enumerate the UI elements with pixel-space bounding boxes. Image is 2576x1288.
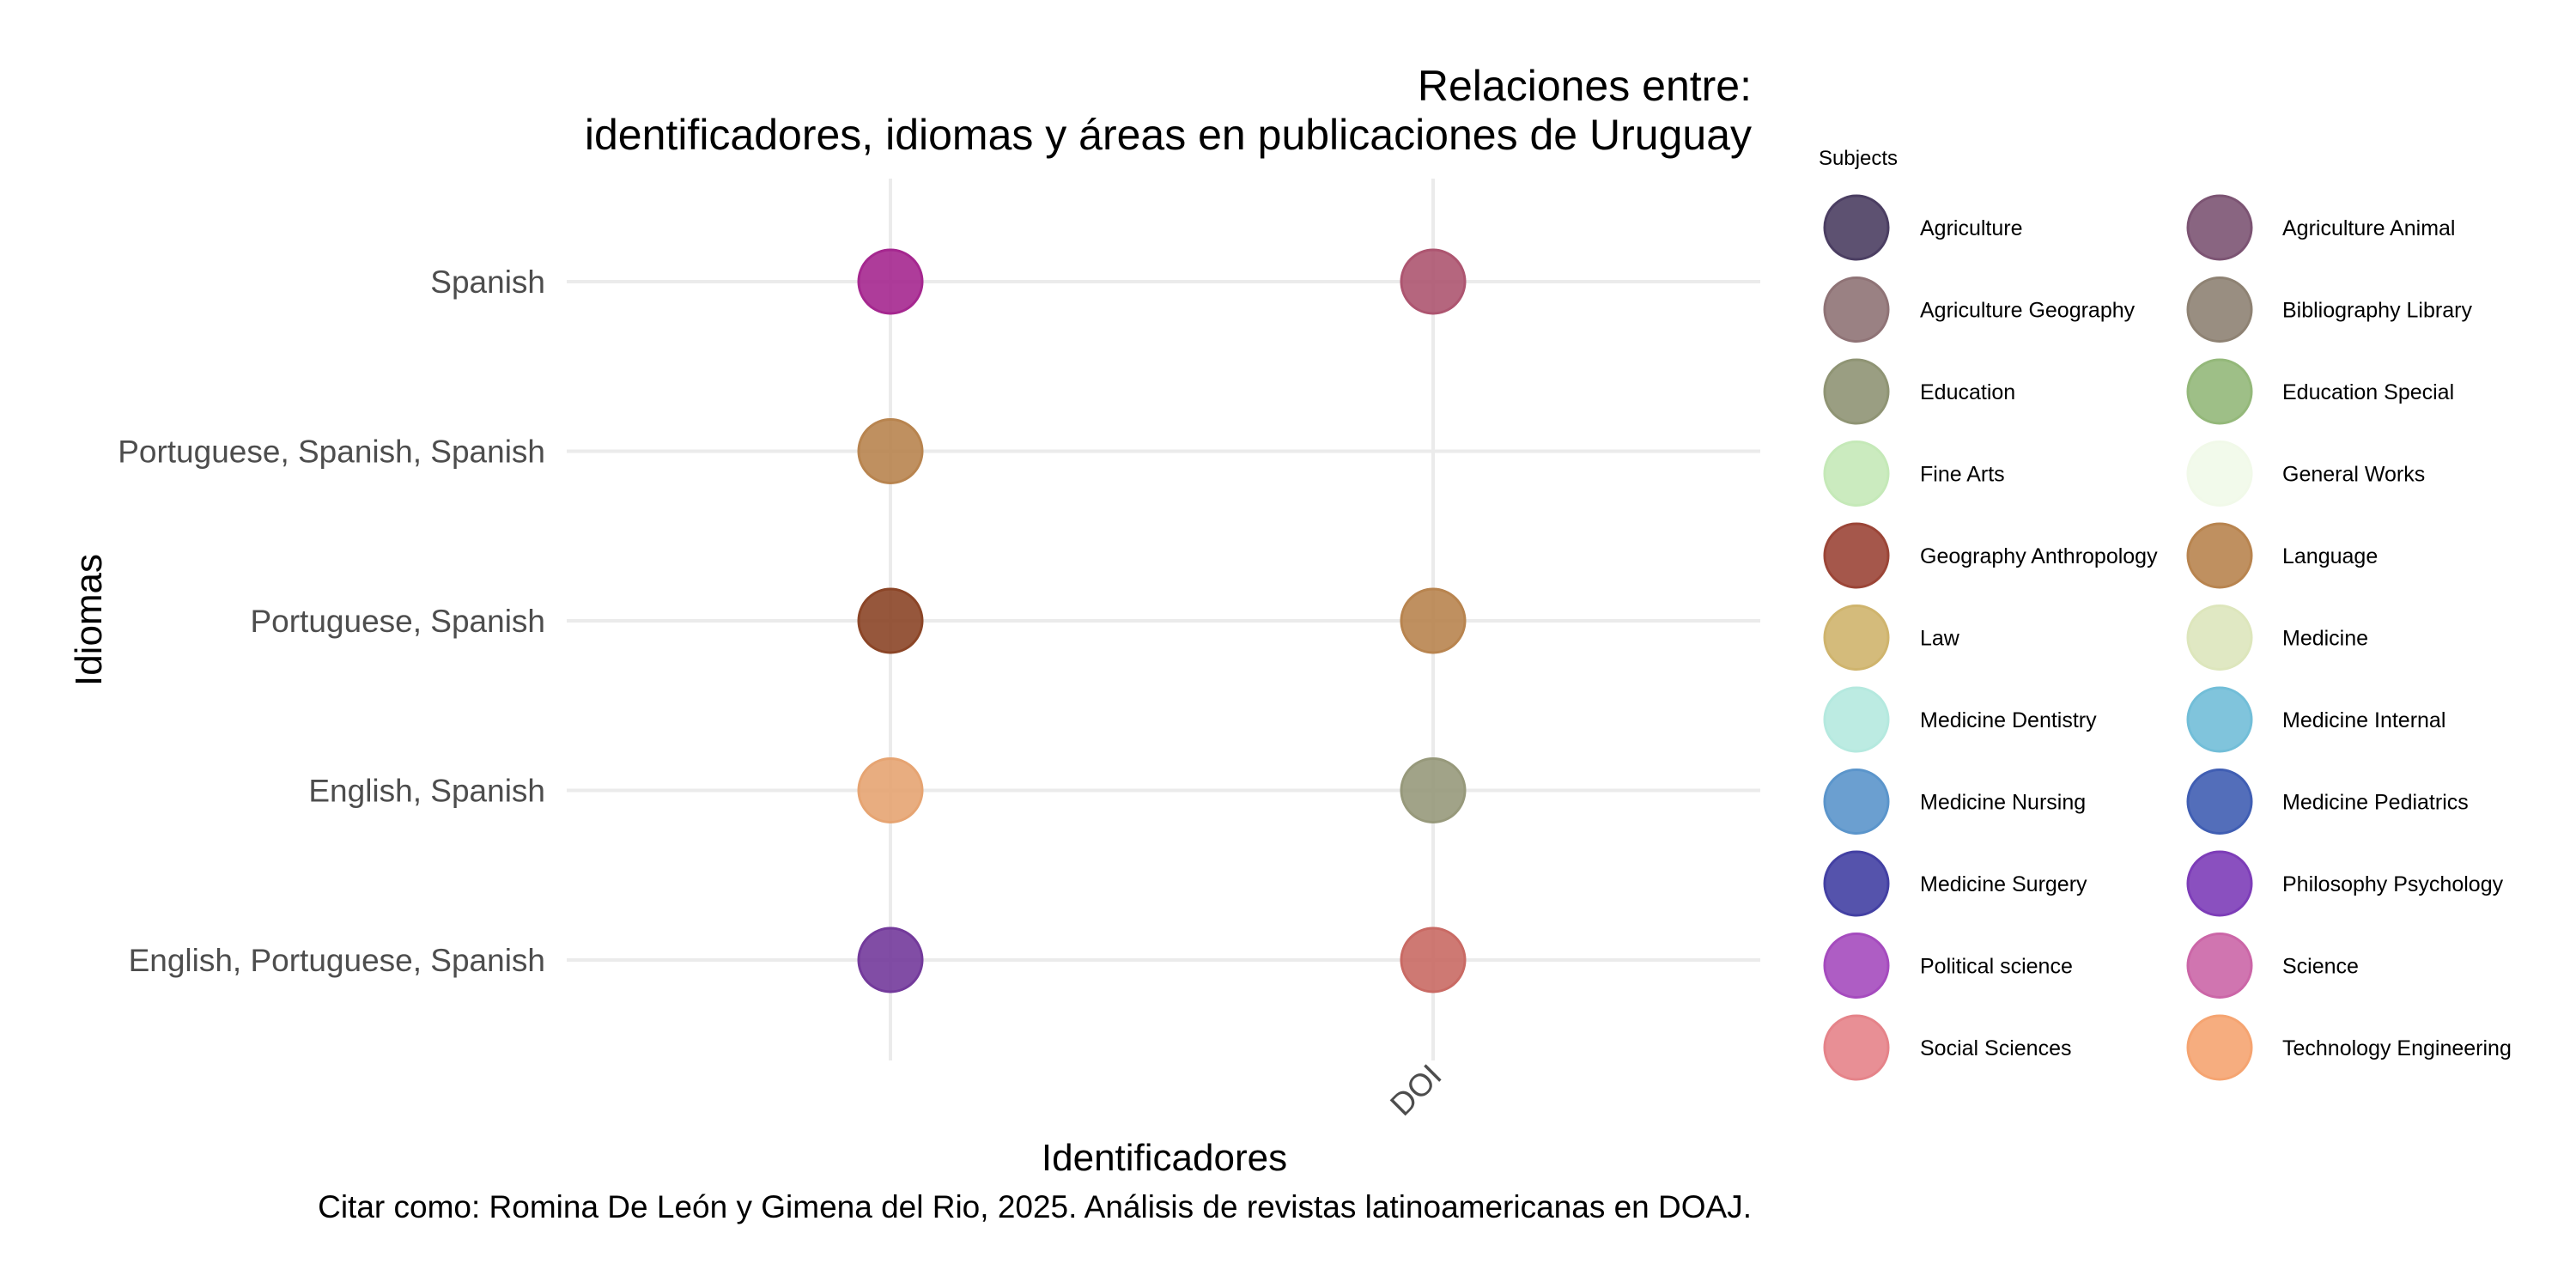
x-tick-labels: DOI xyxy=(1383,1058,1449,1123)
legend-swatch xyxy=(1823,358,1890,425)
legend-label: Agriculture Geography xyxy=(1920,299,2136,323)
legend-items: Agriculture Agriculture Animal Agriculture… xyxy=(1823,194,2512,1081)
legend-swatch xyxy=(2186,194,2253,261)
legend-label: Language xyxy=(2282,544,2378,568)
legend-swatch xyxy=(1823,194,1890,261)
legend-swatch xyxy=(2186,933,2253,999)
legend-label: Medicine xyxy=(2282,627,2368,651)
legend-swatch xyxy=(2186,1014,2253,1081)
legend-label: Medicine Pediatrics xyxy=(2282,791,2469,815)
data-point xyxy=(1400,927,1467,993)
legend-swatch xyxy=(2186,850,2253,917)
legend-swatch xyxy=(2186,440,2253,507)
legend-swatch xyxy=(2186,276,2253,343)
legend-label: Science xyxy=(2282,955,2359,979)
data-points xyxy=(857,248,1467,993)
legend-swatch xyxy=(2186,769,2253,835)
legend-label: Agriculture xyxy=(1920,216,2023,240)
legend-swatch xyxy=(1823,686,1890,753)
y-tick-label: English, Portuguese, Spanish xyxy=(129,943,545,978)
data-point xyxy=(1400,757,1467,823)
legend-swatch xyxy=(1823,522,1890,589)
x-axis-title: Identificadores xyxy=(1042,1137,1287,1179)
legend-swatch xyxy=(1823,1014,1890,1081)
legend-label: Bibliography Library xyxy=(2282,299,2472,323)
legend-label: Medicine Internal xyxy=(2282,708,2445,732)
y-tick-label: Spanish xyxy=(430,264,545,300)
legend-swatch xyxy=(2186,686,2253,753)
legend-label: Technology Engineering xyxy=(2282,1036,2512,1060)
legend-label: Medicine Nursing xyxy=(1920,791,2086,815)
legend-label: Fine Arts xyxy=(1920,463,2005,487)
legend-label: Social Sciences xyxy=(1920,1036,2071,1060)
data-point xyxy=(1400,248,1467,315)
legend-label: Medicine Dentistry xyxy=(1920,708,2097,732)
legend-label: Education xyxy=(1920,380,2015,404)
legend-swatch xyxy=(1823,769,1890,835)
x-tick-label: DOI xyxy=(1383,1058,1449,1123)
data-point xyxy=(857,757,924,823)
legend-swatch xyxy=(1823,440,1890,507)
legend-label: Geography Anthropology xyxy=(1920,544,2158,568)
legend-label: Education Special xyxy=(2282,380,2454,404)
legend-swatch xyxy=(2186,522,2253,589)
caption: Citar como: Romina De León y Gimena del … xyxy=(318,1189,1752,1224)
data-point xyxy=(1400,587,1467,654)
legend-swatch xyxy=(2186,605,2253,671)
legend-label: Political science xyxy=(1920,955,2073,979)
legend: Subjects Agriculture Agriculture AnimalAg… xyxy=(1819,147,2512,1081)
y-tick-label: Portuguese, Spanish xyxy=(250,604,545,639)
legend-label: General Works xyxy=(2282,463,2425,487)
grid-layer xyxy=(567,179,1760,1060)
legend-swatch xyxy=(2186,358,2253,425)
data-point xyxy=(857,587,924,654)
legend-label: Medicine Surgery xyxy=(1920,872,2087,896)
y-tick-labels: Spanish Portuguese, Spanish, Spanish Portu… xyxy=(118,264,545,978)
legend-label: Agriculture Animal xyxy=(2282,216,2455,240)
legend-swatch xyxy=(1823,605,1890,671)
y-tick-label: Portuguese, Spanish, Spanish xyxy=(118,434,545,470)
legend-label: Philosophy Psychology xyxy=(2282,872,2504,896)
legend-label: Law xyxy=(1920,627,1960,651)
data-point xyxy=(857,418,924,484)
legend-title: Subjects xyxy=(1819,147,1898,170)
legend-swatch xyxy=(1823,850,1890,917)
data-point xyxy=(857,927,924,993)
chart-title-line1: Relaciones entre: xyxy=(1418,62,1752,110)
data-point xyxy=(857,248,924,315)
legend-swatch xyxy=(1823,276,1890,343)
legend-swatch xyxy=(1823,933,1890,999)
chart-title-line2: identificadores, idiomas y áreas en publ… xyxy=(585,111,1752,159)
y-tick-label: English, Spanish xyxy=(308,774,545,809)
y-axis-title: Idiomas xyxy=(68,554,110,686)
